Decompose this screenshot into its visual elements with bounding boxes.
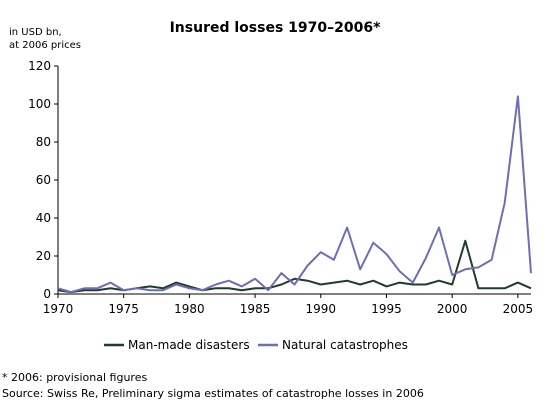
x-tick-label: 2000 <box>437 302 468 316</box>
legend-label: Man-made disasters <box>128 338 250 352</box>
y-unit-note-line-1: in USD bn, <box>9 27 62 38</box>
y-tick-label: 40 <box>36 211 51 225</box>
source-note: Source: Swiss Re, Preliminary sigma esti… <box>2 387 424 400</box>
legend-label: Natural catastrophes <box>282 338 408 352</box>
footnote: * 2006: provisional figures <box>2 371 148 384</box>
y-tick-label: 120 <box>28 59 51 73</box>
x-tick-label: 1980 <box>174 302 205 316</box>
y-unit-note-line-2: at 2006 prices <box>9 40 81 51</box>
y-unit-note: in USD bn, at 2006 prices <box>9 26 81 52</box>
y-tick-label: 20 <box>36 249 51 263</box>
y-tick-label: 60 <box>36 173 51 187</box>
x-tick-label: 1970 <box>43 302 74 316</box>
series-lines <box>57 95 532 294</box>
axes: 0 20 40 60 80 100 120 1970 1975 1980 1985 1990 1995 2… <box>28 59 533 316</box>
y-tick-label: 100 <box>28 97 51 111</box>
x-tick-label: 1975 <box>108 302 139 316</box>
legend: Man-made disasters Natural catastrophes <box>104 338 408 352</box>
series-line-natural <box>57 95 532 294</box>
chart-title: Insured losses 1970–2006* <box>169 20 381 36</box>
y-tick-label: 80 <box>36 135 51 149</box>
x-tick-label: 1990 <box>306 302 337 316</box>
x-tick-label: 2005 <box>503 302 534 316</box>
y-tick-label: 0 <box>43 287 51 301</box>
x-tick-label: 1985 <box>240 302 271 316</box>
x-tick-label: 1995 <box>371 302 402 316</box>
